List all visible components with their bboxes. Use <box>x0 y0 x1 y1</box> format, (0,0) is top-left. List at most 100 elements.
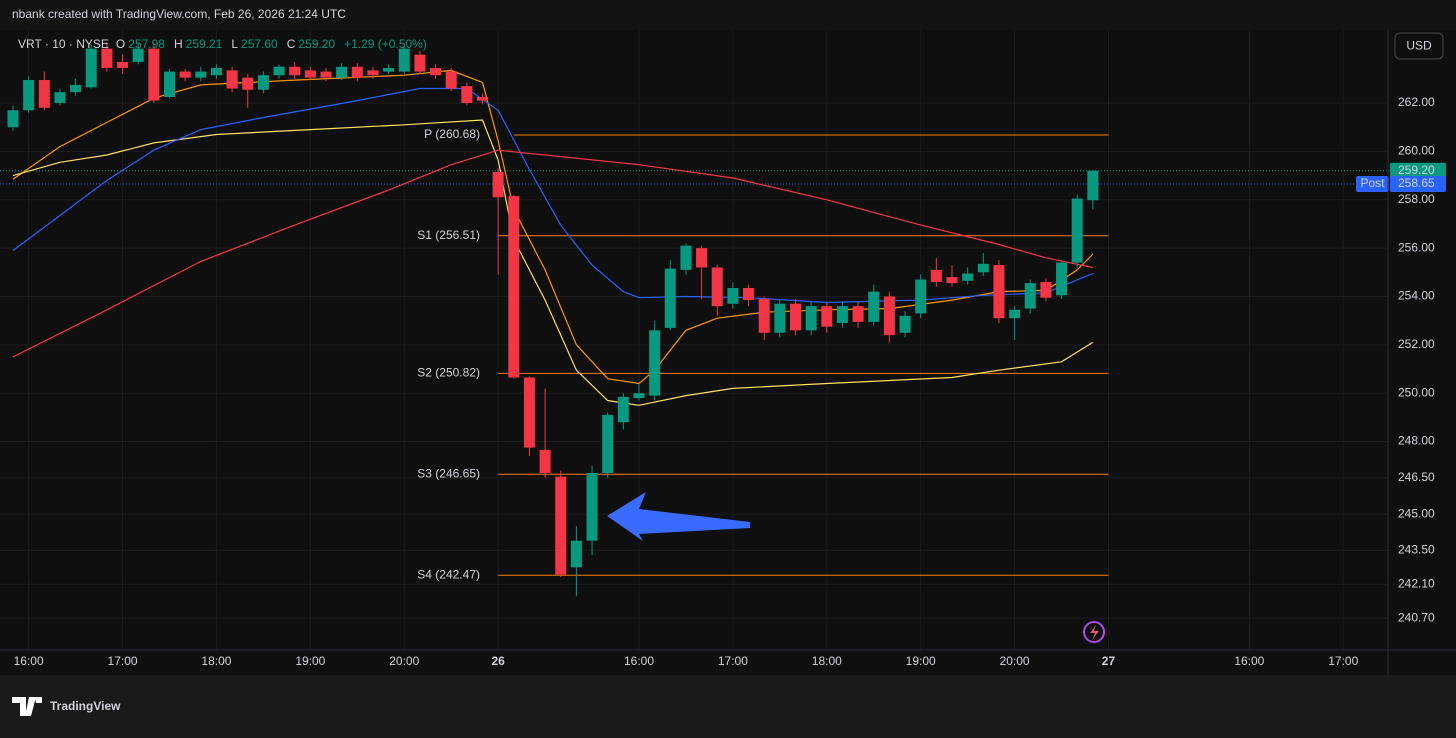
y-tick-label: 243.50 <box>1398 543 1435 557</box>
candle-body <box>1040 281 1052 298</box>
symbol: VRT · 10 · NYSE <box>18 37 109 51</box>
candles <box>7 42 1099 597</box>
grid <box>0 30 1388 650</box>
candle-body <box>789 303 801 331</box>
candle-body <box>758 298 770 333</box>
candle-body <box>273 66 285 76</box>
candle-body <box>617 396 629 423</box>
candle-body <box>226 70 238 89</box>
candle-body <box>946 277 958 284</box>
x-tick-label: 26 <box>491 654 505 668</box>
candle-body <box>445 71 457 89</box>
candle-body <box>523 377 535 448</box>
candle-body <box>132 48 144 62</box>
x-tick-label: 27 <box>1102 654 1116 668</box>
x-tick-label: 18:00 <box>201 654 231 668</box>
x-tick-label: 19:00 <box>906 654 936 668</box>
legend-change: +1.29 (+0.50%) <box>344 37 427 51</box>
pivot-label: S2 (250.82) <box>417 366 480 380</box>
y-tick-label: 254.00 <box>1398 289 1435 303</box>
candle-body <box>680 245 692 270</box>
candle-body <box>602 414 614 473</box>
y-tick-label: 258.00 <box>1398 192 1435 206</box>
candle-body <box>1056 262 1068 296</box>
ohlc-legend: VRT · 10 · NYSE O 257.98 H 259.21 L 257.60 C 25… <box>18 37 427 51</box>
ma-line <box>12 149 1093 358</box>
candle-body <box>320 71 332 78</box>
candle-body <box>336 66 348 78</box>
candle-body <box>492 171 504 198</box>
currency-label[interactable]: USD <box>1406 39 1432 53</box>
candle-body <box>163 71 175 97</box>
candle-body <box>555 476 567 575</box>
candle-body <box>727 288 739 304</box>
legend-key: H <box>173 37 183 51</box>
candle-body <box>179 71 191 78</box>
legend-value: 257.60 <box>241 37 278 51</box>
candle-body <box>743 288 755 301</box>
pivot-label: S4 (242.47) <box>417 567 480 581</box>
candle-body <box>85 48 97 88</box>
price-tag <box>1390 176 1446 193</box>
candle-body <box>351 66 363 78</box>
x-tick-label: 20:00 <box>389 654 419 668</box>
y-tick-label: 256.00 <box>1398 240 1435 254</box>
candle-body <box>210 67 222 76</box>
currency-button[interactable] <box>1394 32 1444 60</box>
legend-value: 259.21 <box>185 37 223 51</box>
legend-value: 257.98 <box>128 37 165 51</box>
y-tick-label: 246.50 <box>1398 470 1435 484</box>
candle-body <box>821 306 833 327</box>
legend-key: C <box>286 37 296 51</box>
pivot-levels: P (260.68) S1 (256.51) S2 (250.82) S3 (246.… <box>417 127 1109 581</box>
ma-line <box>12 119 1094 406</box>
candle-body <box>148 48 160 101</box>
candle-body <box>430 67 442 76</box>
candle-body <box>54 92 66 104</box>
x-tick-label: 16:00 <box>1234 654 1264 668</box>
candle-body <box>993 265 1005 319</box>
candle-body <box>962 273 974 281</box>
y-tick-label: 245.00 <box>1398 506 1435 520</box>
price-tag-name: Post <box>1360 176 1385 190</box>
candle-body <box>461 86 473 104</box>
candle-body <box>883 296 895 336</box>
candle-body <box>289 66 301 76</box>
x-tick-label: 17:00 <box>718 654 748 668</box>
candle-body <box>398 48 410 72</box>
x-tick-label: 17:00 <box>1328 654 1358 668</box>
candle-body <box>1071 198 1083 263</box>
pivot-label: P (260.68) <box>424 127 480 141</box>
candle-body <box>476 96 488 101</box>
candle-body <box>868 291 880 322</box>
price-tag-label: 259.20 <box>1398 163 1435 177</box>
legend-key: L <box>231 37 239 51</box>
candle-body <box>242 77 254 90</box>
footer <box>0 675 1456 738</box>
candle-body <box>711 267 723 307</box>
candle-body <box>649 330 661 396</box>
candle-body <box>586 472 598 541</box>
candle-body <box>1024 283 1036 309</box>
y-tick-label: 240.70 <box>1398 610 1435 624</box>
candle-body <box>414 54 426 72</box>
ma-line <box>12 69 1094 385</box>
candle-body <box>696 248 708 268</box>
x-tick-label: 16:00 <box>624 654 654 668</box>
candle-body <box>836 306 848 324</box>
legend-value: 259.20 <box>298 37 336 51</box>
x-tick-label: 20:00 <box>1000 654 1030 668</box>
candle-body <box>852 306 864 322</box>
candle-body <box>257 75 269 90</box>
x-tick-label: 18:00 <box>812 654 842 668</box>
candle-body <box>304 70 316 78</box>
candle-body <box>1009 309 1021 319</box>
assistant-icon[interactable] <box>1083 621 1105 643</box>
price-tag-name-box <box>1356 176 1389 193</box>
logo-mark <box>12 697 42 716</box>
y-tick-label: 248.00 <box>1398 434 1435 448</box>
candle-body <box>633 393 645 399</box>
